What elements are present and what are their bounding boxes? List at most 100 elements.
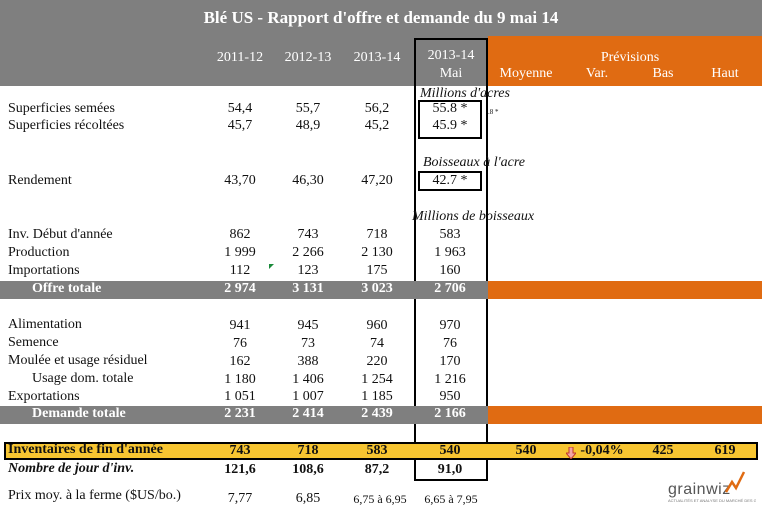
cell: 6,65 à 7,95 <box>424 492 478 506</box>
cell: 175 <box>366 263 388 278</box>
small-note: .8 * <box>488 108 499 116</box>
cell: 941 <box>229 318 251 333</box>
svg-text:grainwiz: grainwiz <box>668 481 731 498</box>
row-label-prix: Prix moy. à la ferme ($US/bo.) <box>8 488 181 503</box>
cell: 6,75 à 6,95 <box>353 492 407 506</box>
cell: 56,2 <box>364 101 390 116</box>
row-label-demande-totale: Demande totale <box>32 406 126 421</box>
may-column-header-box <box>414 38 488 86</box>
cell: 42.7 * <box>432 173 468 188</box>
prev-cell: 619 <box>714 443 736 458</box>
cell: 47,20 <box>361 173 393 188</box>
header-band <box>0 36 488 86</box>
cell: 2 130 <box>361 245 393 260</box>
grainwiz-logo-icon: grainwiz ACTUALITÉS ET ANALYSE DU MARCHÉ… <box>668 471 762 503</box>
cell: 46,30 <box>292 173 324 188</box>
cell: 2 166 <box>434 406 466 421</box>
acreage-box <box>418 100 482 139</box>
cell: 540 <box>439 443 461 458</box>
cell: 1 406 <box>292 372 324 387</box>
cell: 160 <box>439 263 461 278</box>
prev-haut: Haut <box>711 66 739 81</box>
cell: 1 254 <box>361 372 393 387</box>
cell: 73 <box>301 336 315 351</box>
cell: 3 131 <box>292 281 324 296</box>
prev-moyenne: Moyenne <box>499 66 553 81</box>
row-label-inventaires: Inventaires de fin d'année <box>8 442 163 457</box>
cell: 76 <box>443 336 457 351</box>
unit-millions-acres: Millions d'acres <box>420 86 510 101</box>
cell: 2 266 <box>292 245 324 260</box>
prev-var: Var. <box>585 66 609 81</box>
row-label-offre-totale: Offre totale <box>32 281 102 296</box>
demande-totale-prev-band <box>488 406 762 424</box>
cell: 6,85 <box>295 491 321 506</box>
row-label-usage-dom: Usage dom. totale <box>32 371 134 386</box>
cell: 123 <box>297 263 319 278</box>
cell: 7,77 <box>227 491 253 506</box>
row-label-rendement: Rendement <box>8 173 72 188</box>
cell: 43,70 <box>224 173 256 188</box>
cell: 945 <box>297 318 319 333</box>
cell: 55,7 <box>295 101 321 116</box>
cell: 45,7 <box>227 118 253 133</box>
prev-cell: 425 <box>652 443 674 458</box>
comment-marker-icon <box>269 264 274 269</box>
cell: 45.9 * <box>432 118 468 133</box>
report-title: Blé US - Rapport d'offre et demande du 9… <box>0 0 762 36</box>
yield-box <box>418 171 482 191</box>
cell: 388 <box>297 354 319 369</box>
prev-cell: 540 <box>515 443 537 458</box>
cell: 87,2 <box>364 462 390 477</box>
row-label-nombre-jour: Nombre de jour d'inv. <box>8 461 135 476</box>
col-2011-12: 2011-12 <box>216 50 264 65</box>
previsions-label: Prévisions <box>600 50 660 65</box>
cell: 76 <box>233 336 247 351</box>
row-label-moulee: Moulée et usage résiduel <box>8 353 148 368</box>
cell: 950 <box>439 389 461 404</box>
unit-millions-boisseaux: Millions de boisseaux <box>412 209 535 224</box>
cell: 583 <box>439 227 461 242</box>
cell: 1 216 <box>434 372 466 387</box>
cell: 862 <box>229 227 251 242</box>
cell: 91,0 <box>437 462 463 477</box>
svg-text:ACTUALITÉS ET ANALYSE DU MARCH: ACTUALITÉS ET ANALYSE DU MARCHÉ DES GRAI… <box>668 498 756 503</box>
cell: 1 185 <box>361 389 393 404</box>
cell: 743 <box>229 443 251 458</box>
previsions-band <box>488 36 762 86</box>
cell: 2 231 <box>224 406 256 421</box>
cell: 220 <box>366 354 388 369</box>
cell: 1 051 <box>224 389 256 404</box>
cell: 112 <box>229 263 251 278</box>
cell: 718 <box>297 443 319 458</box>
cell: 108,6 <box>292 462 324 477</box>
row-label-production: Production <box>8 245 70 260</box>
cell: 970 <box>439 318 461 333</box>
row-label-inv-debut: Inv. Début d'année <box>8 227 113 242</box>
cell: 2 974 <box>224 281 256 296</box>
cell: 583 <box>366 443 388 458</box>
row-label-semence: Semence <box>8 335 59 350</box>
cell: 1 007 <box>292 389 324 404</box>
cell: 55.8 * <box>432 101 468 116</box>
cell: 3 023 <box>361 281 393 296</box>
cell: 718 <box>366 227 388 242</box>
cell: 54,4 <box>227 101 253 116</box>
col-mai: Mai <box>439 66 463 81</box>
unit-boisseaux-acre: Boisseaux à l'acre <box>423 155 526 170</box>
cell: 121,6 <box>224 462 256 477</box>
row-label-superficies-recoltees: Superficies récoltées <box>8 118 125 133</box>
cell: 1 180 <box>224 372 256 387</box>
cell: 2 706 <box>434 281 466 296</box>
offre-totale-band <box>0 281 488 299</box>
cell: 960 <box>366 318 388 333</box>
arrow-down-icon <box>564 446 578 460</box>
row-label-importations: Importations <box>8 263 80 278</box>
cell: 74 <box>370 336 384 351</box>
col-2012-13: 2012-13 <box>284 50 332 65</box>
cell: 2 414 <box>292 406 324 421</box>
cell: 1 999 <box>224 245 256 260</box>
cell: 170 <box>439 354 461 369</box>
grainwiz-logo: grainwiz ACTUALITÉS ET ANALYSE DU MARCHÉ… <box>666 468 762 508</box>
cell: 2 439 <box>361 406 393 421</box>
